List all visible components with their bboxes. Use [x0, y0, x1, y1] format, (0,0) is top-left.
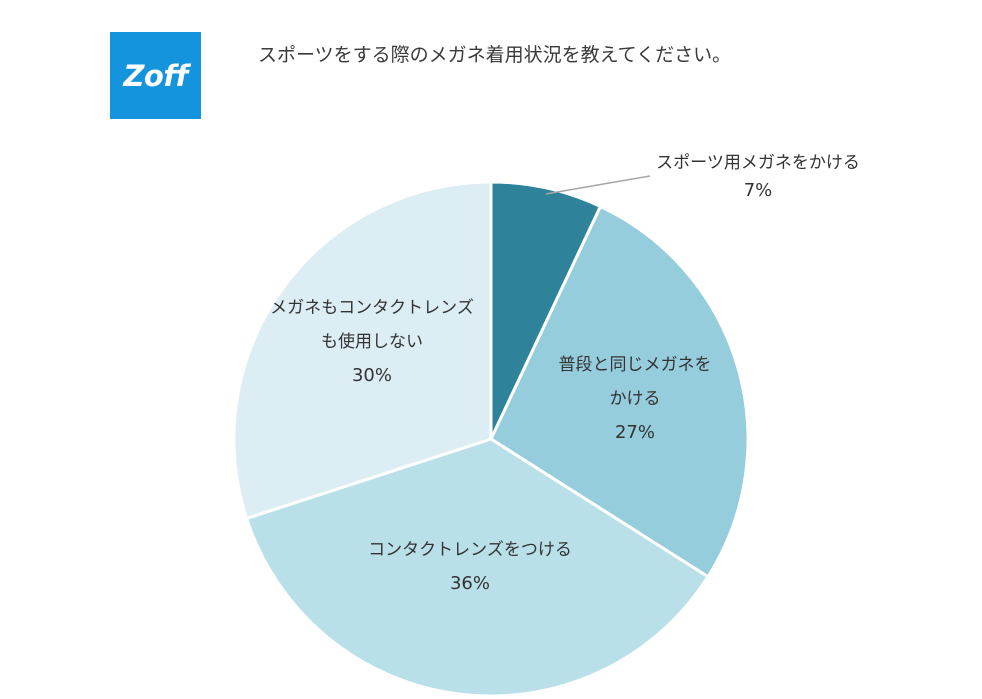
- survey-question: スポーツをする際のメガネ着用状況を教えてください。: [258, 44, 732, 66]
- slice-label: スポーツ用メガネをかける: [656, 153, 860, 173]
- slice-same-glasses: [489, 204, 750, 579]
- slice-contacts: [245, 437, 710, 698]
- slice-label: コンタクトレンズをつける: [368, 540, 572, 560]
- slice-sports-glasses: [489, 180, 602, 441]
- leader-line: [545, 175, 651, 195]
- slice-label: メガネもコンタクトレンズ: [270, 298, 474, 318]
- slice-value-label: 30%: [352, 365, 392, 386]
- logo-text: Zoff: [123, 58, 188, 93]
- slice-none: [232, 180, 493, 520]
- slice-label: かける: [610, 389, 661, 409]
- slice-label: 普段と同じメガネを: [559, 355, 712, 375]
- slice-label: も使用しない: [321, 331, 423, 352]
- slice-value-label: 7%: [744, 180, 773, 201]
- zoff-logo: Zoff: [110, 32, 201, 119]
- slice-value-label: 36%: [450, 573, 490, 594]
- slice-value-label: 27%: [615, 422, 655, 443]
